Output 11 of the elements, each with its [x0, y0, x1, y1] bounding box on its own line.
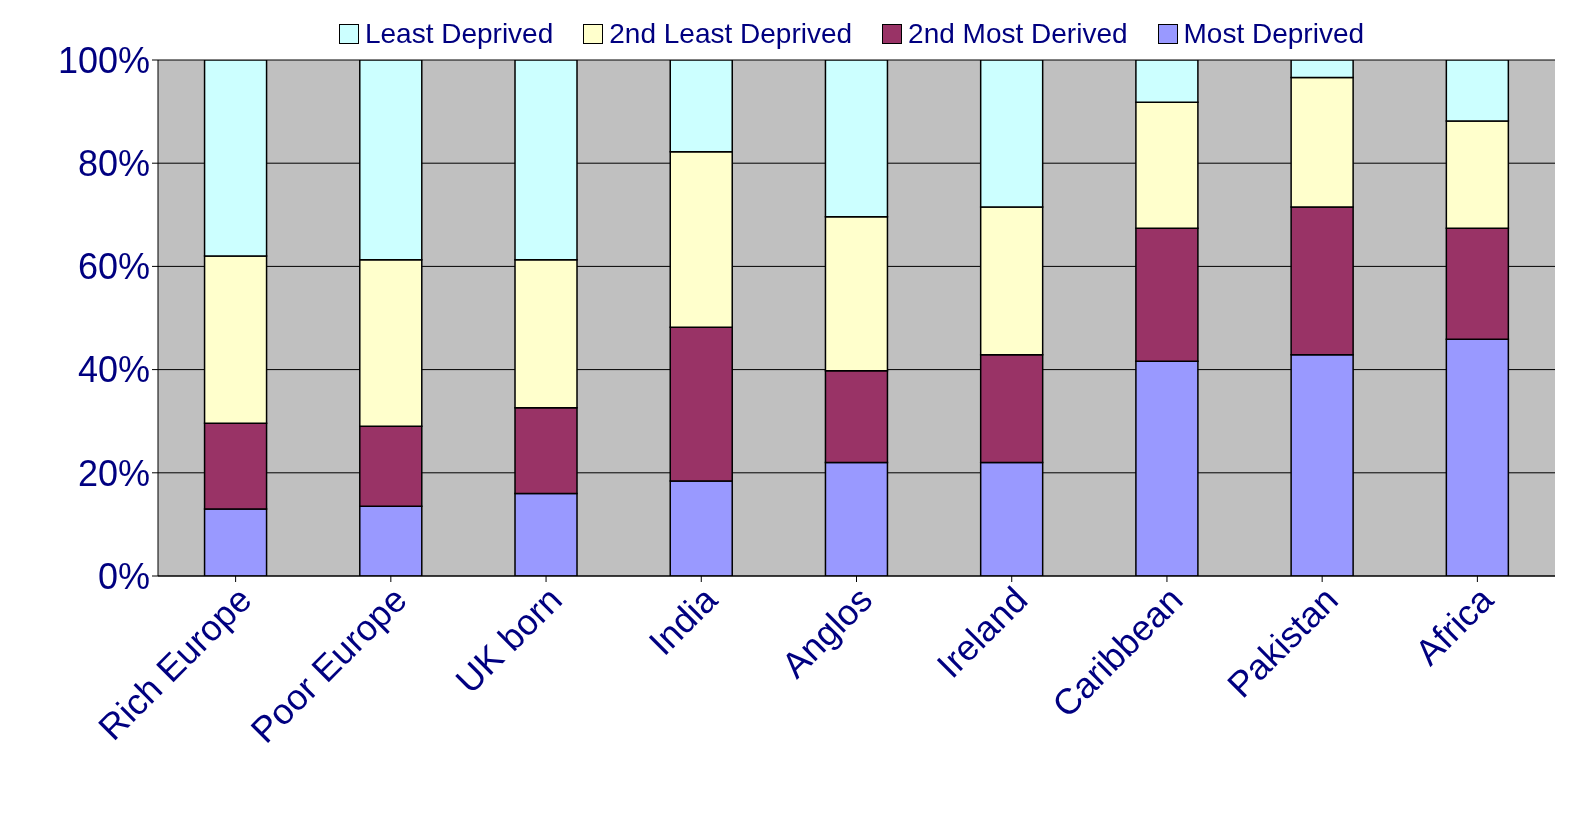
y-tick-label: 20% — [77, 452, 150, 494]
y-tick-label: 0% — [97, 555, 150, 597]
legend-label: Least Deprived — [364, 18, 554, 50]
y-tick-label: 80% — [77, 142, 150, 184]
y-tick-label: 60% — [77, 246, 150, 288]
y-tick-label: 40% — [77, 349, 150, 391]
legend-label: 2nd Most Derived — [908, 18, 1128, 50]
legend-label: 2nd Least Deprived — [609, 18, 853, 50]
x-tick-label: UK born — [447, 578, 570, 702]
y-tick-label: 100% — [57, 39, 150, 81]
legend-label: Most Deprived — [1183, 18, 1365, 50]
